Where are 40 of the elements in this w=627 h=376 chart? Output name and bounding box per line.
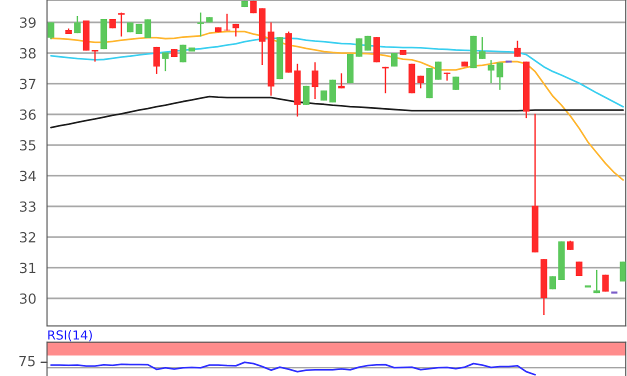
candlestick <box>232 23 240 38</box>
candlestick <box>496 62 504 91</box>
chart-title: RSI(14) <box>48 330 92 342</box>
y-tick-label: 31 <box>20 262 36 274</box>
line-series <box>50 30 624 181</box>
line-series <box>50 38 624 108</box>
line-series <box>50 96 624 128</box>
candlestick <box>382 66 389 94</box>
candlestick <box>197 12 204 38</box>
y-tick-label: 37 <box>20 78 36 90</box>
y-tick-label: 33 <box>20 201 36 212</box>
y-tick-label: 38 <box>20 48 36 59</box>
candlestick <box>153 46 160 75</box>
candlestick <box>338 72 345 90</box>
candlestick <box>224 13 230 32</box>
text: 75 <box>19 356 35 366</box>
candlestick <box>180 44 186 63</box>
y-tick-label: 34 <box>20 170 36 182</box>
candlestick <box>514 40 521 58</box>
candlestick <box>478 36 486 60</box>
candlestick <box>118 12 125 38</box>
candlestick <box>162 52 169 72</box>
y-tick-label: 35 <box>20 140 36 151</box>
candlestick <box>74 15 81 34</box>
candlestick <box>48 22 54 40</box>
y-tick-label: 32 <box>20 232 36 243</box>
candlestick <box>417 75 424 90</box>
y-tick-label: 30 <box>20 293 36 304</box>
candlestick <box>620 260 626 282</box>
y-tick-label: 39 <box>20 17 36 28</box>
candlestick <box>566 240 574 251</box>
y-tick-label: 36 <box>20 109 36 120</box>
candlestick <box>329 79 336 104</box>
candlestick <box>312 62 318 100</box>
candlestick <box>576 260 582 277</box>
candlestick <box>434 60 442 80</box>
candlestick <box>390 52 398 68</box>
candlestick <box>452 76 460 91</box>
candlestick <box>488 59 494 84</box>
candlestick <box>302 85 310 106</box>
